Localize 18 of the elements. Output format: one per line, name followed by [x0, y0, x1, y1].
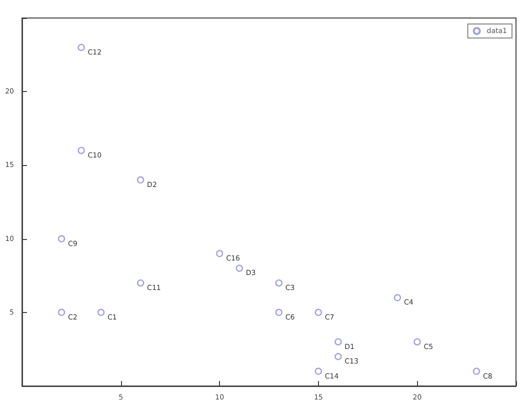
point — [334, 338, 342, 346]
point — [58, 308, 66, 316]
point — [334, 352, 342, 360]
point — [136, 176, 144, 184]
point — [314, 368, 322, 375]
point — [216, 250, 224, 258]
point — [394, 294, 402, 302]
point — [275, 279, 282, 287]
point — [58, 235, 66, 242]
point — [414, 338, 421, 346]
point — [136, 279, 144, 287]
point — [472, 368, 480, 375]
point — [275, 308, 282, 316]
point — [78, 44, 85, 52]
point — [236, 264, 243, 272]
point — [97, 308, 105, 316]
point — [314, 308, 322, 316]
point — [78, 146, 85, 154]
